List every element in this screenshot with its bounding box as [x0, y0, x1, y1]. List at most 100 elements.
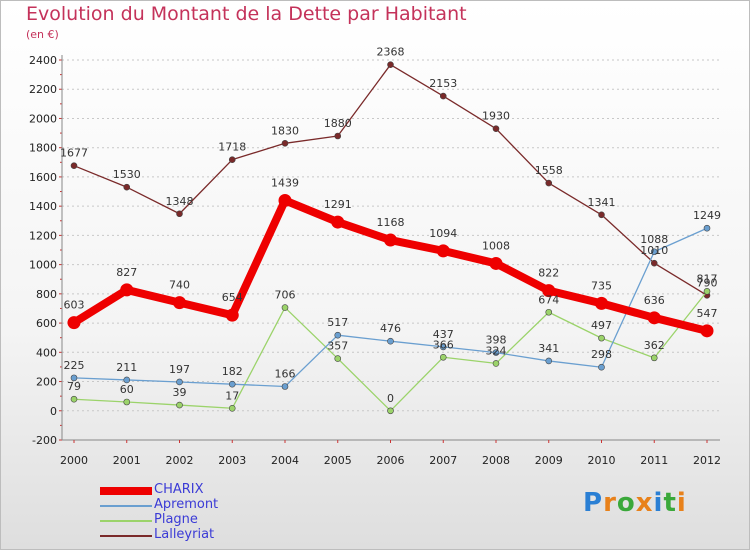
data-point [647, 311, 661, 325]
grid [62, 59, 720, 441]
data-label: 827 [116, 266, 137, 279]
logo-letter: i [676, 488, 687, 518]
data-point [281, 304, 289, 311]
data-point [650, 354, 658, 362]
data-point [281, 140, 289, 147]
data-point [70, 395, 78, 403]
data-point [67, 316, 81, 330]
y-axis-unit: (en €) [26, 28, 59, 41]
data-label: 1530 [113, 168, 141, 181]
data-label: 1008 [482, 239, 510, 252]
logo-letter: o [616, 488, 636, 518]
legend-label: Apremont [154, 497, 219, 512]
data-label: 1010 [640, 244, 668, 257]
data-label: 1558 [535, 164, 563, 177]
data-label: 211 [116, 361, 137, 374]
data-point [228, 156, 236, 163]
y-tick-label: 200 [36, 376, 57, 389]
y-tick-label: 2000 [29, 112, 57, 125]
y-tick-label: 2200 [29, 83, 57, 96]
logo-letter: x [635, 488, 654, 518]
data-point [176, 378, 183, 386]
y-tick-label: 1200 [29, 229, 57, 242]
data-label: 1439 [271, 176, 299, 189]
data-point [650, 248, 658, 256]
legend-swatch [100, 520, 152, 522]
data-label: 1880 [324, 117, 352, 130]
x-tick-label: 2000 [60, 454, 88, 467]
data-label: 17 [225, 389, 239, 402]
data-point [331, 215, 345, 229]
data-label: 476 [380, 322, 401, 335]
data-point [176, 210, 183, 218]
x-tick-label: 2007 [429, 454, 457, 467]
data-point [228, 404, 236, 412]
data-labels: 603 827 740 654 1439 1291 1168 1094 1008 822 735 63… [60, 46, 721, 405]
y-tick-label: 1600 [29, 171, 57, 184]
data-label: 1677 [60, 147, 88, 160]
logo-letter: P [583, 488, 604, 518]
legend-label: Plagne [154, 512, 198, 527]
data-label: 817 [697, 272, 718, 285]
data-point [598, 211, 605, 219]
legend-swatch [100, 505, 152, 507]
x-tick-label: 2006 [377, 454, 405, 467]
legend-label: Lalleyriat [154, 527, 215, 542]
data-point [545, 357, 553, 365]
y-tick-label: -200 [32, 434, 57, 447]
data-label: 674 [538, 293, 559, 306]
data-label: 1718 [218, 141, 246, 154]
data-label: 654 [222, 291, 243, 304]
y-tick-label: 1000 [29, 259, 57, 272]
data-point [650, 259, 658, 267]
data-point [278, 193, 292, 207]
data-label: 366 [433, 338, 454, 351]
data-point [489, 256, 503, 270]
data-label: 39 [173, 386, 187, 399]
data-point [70, 162, 78, 169]
x-tick-label: 2012 [693, 454, 721, 467]
x-tick-label: 2003 [218, 454, 246, 467]
x-tick-label: 2004 [271, 454, 299, 467]
chart-title: Evolution du Montant de la Dette par Hab… [26, 3, 467, 25]
data-point [173, 296, 186, 310]
logo-letter: r [603, 488, 617, 518]
data-point [70, 374, 78, 382]
data-point [334, 355, 342, 362]
data-label: 398 [486, 334, 507, 347]
x-tick-label: 2005 [324, 454, 352, 467]
data-label: 197 [169, 363, 190, 376]
data-label: 362 [644, 339, 665, 352]
data-point [439, 92, 447, 100]
x-tick-label: 2001 [113, 454, 141, 467]
y-tick-label: 400 [36, 346, 57, 359]
data-label: 2368 [377, 46, 405, 59]
data-point [545, 308, 553, 316]
data-label: 60 [120, 383, 134, 396]
data-label: 735 [591, 279, 612, 292]
data-point [225, 308, 239, 322]
data-point [384, 233, 397, 247]
data-label: 182 [222, 365, 243, 378]
data-label: 1088 [640, 233, 668, 246]
data-label: 166 [275, 368, 296, 381]
data-point [123, 376, 131, 384]
data-label: 225 [64, 359, 85, 372]
data-label: 636 [644, 294, 665, 307]
data-point [439, 353, 447, 361]
data-label: 517 [327, 316, 348, 329]
data-label: 79 [67, 380, 81, 393]
data-point [542, 284, 556, 298]
proxiti-logo: Proxiti [583, 488, 687, 518]
data-label: 1830 [271, 124, 299, 137]
data-point [387, 61, 394, 68]
data-point [492, 360, 500, 367]
data-label: 497 [591, 319, 612, 332]
legend-swatch [100, 487, 152, 495]
data-point [334, 331, 342, 339]
data-label: 1341 [588, 196, 616, 209]
series-layer [67, 61, 714, 415]
data-point [120, 283, 134, 297]
data-point [598, 363, 605, 371]
